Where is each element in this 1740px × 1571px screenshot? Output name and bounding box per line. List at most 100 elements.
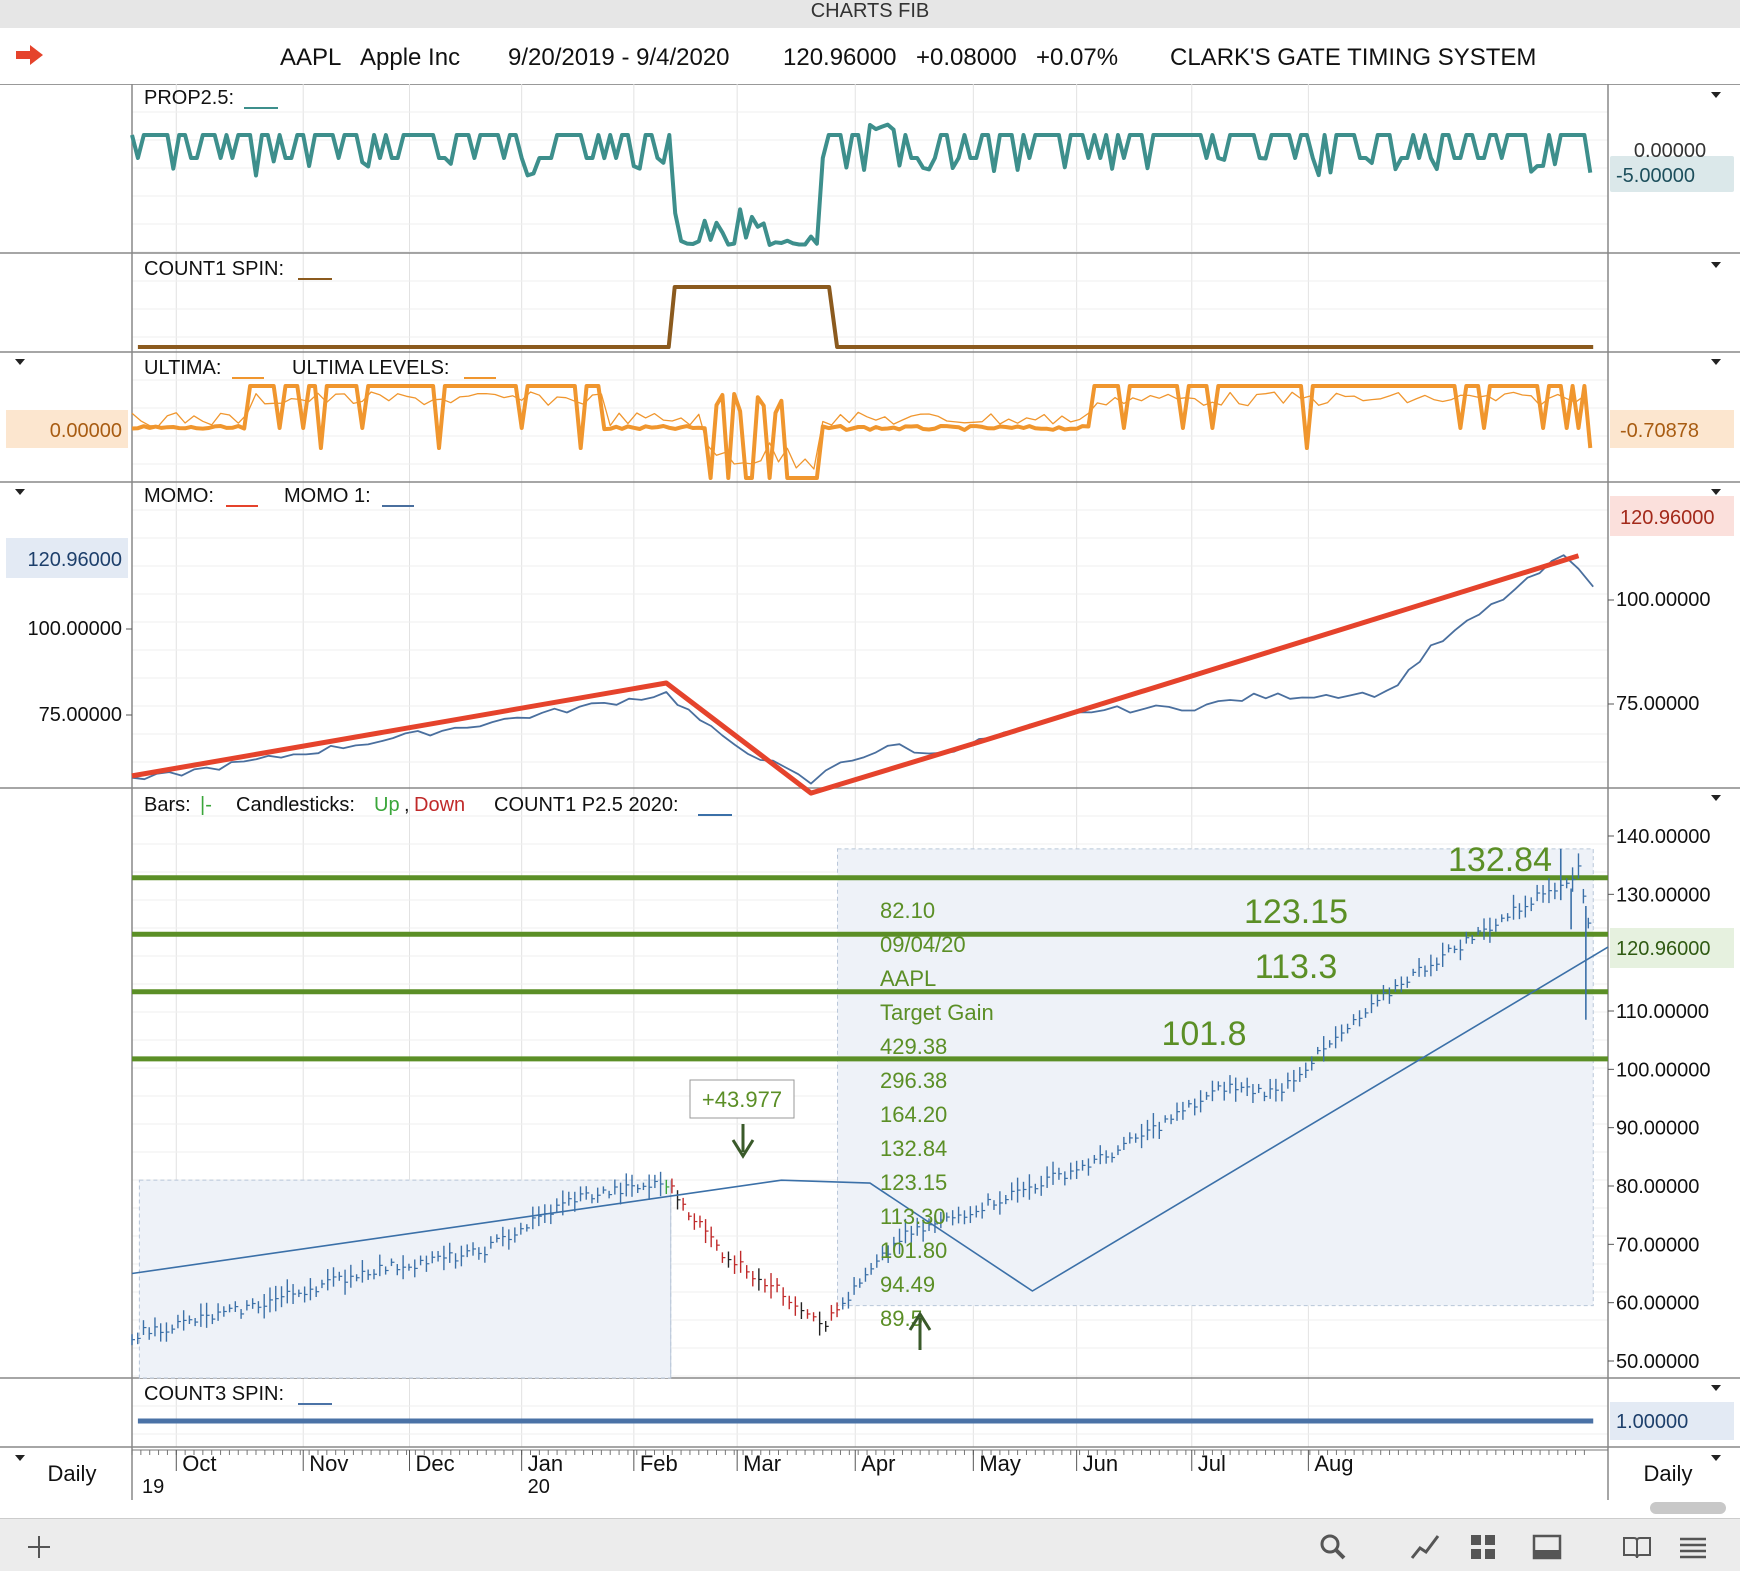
menu-icon[interactable] — [1676, 1530, 1710, 1564]
symbol: AAPL — [280, 44, 342, 71]
target-list-item: Target Gain — [880, 1000, 994, 1025]
count1-label: COUNT1 SPIN: — [144, 258, 284, 280]
count3-value-box — [1610, 1402, 1734, 1440]
price-right-tick: 90.00000 — [1616, 1118, 1699, 1140]
system-name: CLARK'S GATE TIMING SYSTEM — [1170, 44, 1537, 71]
panel-icon[interactable] — [1530, 1530, 1564, 1564]
bars-label: Bars: — [144, 794, 191, 816]
momo-right-box — [1610, 496, 1734, 536]
target-list-item: 164.20 — [880, 1102, 947, 1127]
chevron-down-icon — [1711, 795, 1721, 801]
annotation-box — [689, 1079, 795, 1119]
fib-level-label: 101.8 — [1161, 1015, 1246, 1053]
shaded-regions — [138, 848, 1594, 1379]
target-list-item: 123.15 — [880, 1170, 947, 1195]
period-left-label: Daily — [48, 1461, 97, 1486]
momo-line — [131, 553, 1580, 796]
shaded-range-2 — [837, 848, 1594, 1307]
period-right-label: Daily — [1644, 1461, 1693, 1486]
price-right-tick: 70.00000 — [1616, 1234, 1699, 1256]
count1-spin-line — [137, 285, 1594, 349]
down-legend: Down — [414, 794, 465, 816]
year-label: 19 — [142, 1476, 164, 1498]
percent-change: +0.07% — [1036, 44, 1119, 71]
month-label: Dec — [415, 1451, 454, 1476]
price-right-tick: 60.00000 — [1616, 1293, 1699, 1315]
month-label: Oct — [182, 1451, 216, 1476]
chevron-down-icon — [1711, 359, 1721, 365]
momo-left-value: 120.96000 — [27, 549, 122, 571]
prop-line — [130, 122, 1593, 247]
month-label: Apr — [861, 1451, 895, 1476]
grid-layout-icon[interactable] — [1466, 1530, 1500, 1564]
count3-right-value: 1.00000 — [1616, 1411, 1688, 1433]
prop-value-box — [1610, 156, 1734, 192]
annotation-label: +43.977 — [702, 1087, 782, 1112]
price-right-value: 120.96000 — [1616, 938, 1711, 960]
book-icon[interactable] — [1620, 1530, 1654, 1564]
prop-partial-value: 0.00000 — [1634, 140, 1706, 162]
count3-label: COUNT3 SPIN: — [144, 1383, 284, 1405]
bottom-toolbar — [0, 1518, 1740, 1571]
price-right-tick: 50.00000 — [1616, 1351, 1699, 1373]
ultima-line — [131, 384, 1593, 480]
price-right-tick: 130.00000 — [1616, 884, 1711, 906]
chevron-down-icon — [1711, 262, 1721, 268]
chart-area[interactable]: PROP2.5: 0.00000 -5.00000 COUNT1 SPIN: ULTIM… — [0, 28, 1740, 1518]
legend-separator: , — [404, 794, 410, 816]
target-list-item: 94.49 — [880, 1272, 935, 1297]
chevron-down-icon — [15, 359, 25, 365]
price-right-tick: 80.00000 — [1616, 1176, 1699, 1198]
net-change: +0.08000 — [916, 44, 1017, 71]
down-arrow-icon — [731, 1124, 755, 1159]
target-list-item: 09/04/20 — [880, 932, 966, 957]
price-trend-line — [131, 946, 1609, 1292]
chevron-down-icon — [15, 1455, 25, 1461]
month-label: Feb — [640, 1451, 678, 1476]
prop-right-value: -5.00000 — [1616, 165, 1695, 187]
bars-glyph: |- — [200, 794, 212, 816]
last-price: 120.96000 — [783, 44, 897, 71]
price-value-box — [1610, 928, 1734, 968]
month-label: Jul — [1198, 1451, 1226, 1476]
target-list-item: 429.38 — [880, 1034, 947, 1059]
target-list-item: 82.10 — [880, 898, 935, 923]
target-list-item: 101.80 — [880, 1238, 947, 1263]
ultima-left-value: 0.00000 — [50, 420, 122, 442]
ultima-right-box — [1610, 410, 1734, 448]
chevron-down-icon — [1711, 92, 1721, 98]
fib-level-label: 113.3 — [1255, 948, 1338, 986]
target-list-item: AAPL — [880, 966, 936, 991]
year-label: 20 — [528, 1476, 550, 1498]
company-name: Apple Inc — [360, 44, 461, 71]
line-chart-icon[interactable] — [1408, 1530, 1442, 1564]
target-list-item: 296.38 — [880, 1068, 947, 1093]
ultima-label: ULTIMA: — [144, 357, 221, 379]
pane-frames — [0, 84, 1740, 1500]
month-label: Mar — [743, 1451, 781, 1476]
ultima-levels-line — [131, 391, 1585, 470]
date-range: 9/20/2019 - 9/4/2020 — [508, 44, 730, 71]
up-legend: Up — [374, 794, 400, 816]
momo-right-tick: 75.00000 — [1616, 693, 1699, 715]
momo-label: MOMO: — [144, 485, 214, 507]
ultima-left-box — [6, 410, 128, 448]
target-list-item: 113.30 — [880, 1204, 946, 1229]
add-icon[interactable] — [22, 1530, 56, 1564]
header-bar: AAPL Apple Inc 9/20/2019 - 9/4/2020 120.… — [0, 28, 1740, 85]
price-right-tick: 100.00000 — [1616, 1059, 1711, 1081]
series-layer — [130, 122, 1609, 1424]
search-icon[interactable] — [1316, 1530, 1350, 1564]
price-right-tick: 110.00000 — [1616, 1001, 1709, 1023]
labels-layer: PROP2.5: 0.00000 -5.00000 COUNT1 SPIN: ULTIM… — [6, 87, 1734, 1514]
shaded-range-1 — [138, 1179, 672, 1379]
arrow-right-icon[interactable] — [14, 44, 44, 66]
count1-p25-label: COUNT1 P2.5 2020: — [494, 794, 679, 816]
chevron-down-icon — [1711, 1455, 1721, 1461]
month-label: May — [979, 1451, 1021, 1476]
fib-level-label: 123.15 — [1244, 893, 1348, 931]
window-title: CHARTS FIB — [0, 0, 1740, 29]
momo-right-tick: 100.00000 — [1616, 589, 1711, 611]
ultima-levels-label: ULTIMA LEVELS: — [292, 357, 449, 379]
horizontal-scrollbar — [1650, 1502, 1726, 1514]
